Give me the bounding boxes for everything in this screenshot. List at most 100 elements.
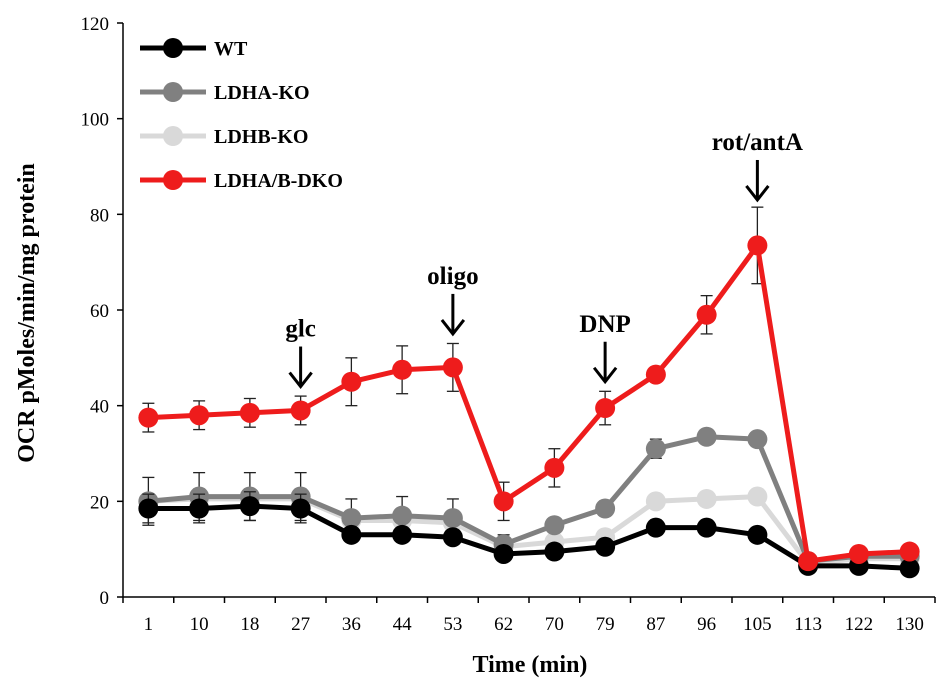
data-point — [848, 543, 869, 564]
data-point — [341, 524, 362, 545]
legend-item: LDHA/B-DKO — [140, 170, 343, 192]
annotation-label: rot/antA — [712, 129, 803, 156]
legend-label: LDHA-KO — [214, 82, 310, 104]
series-line — [148, 434, 910, 564]
data-point — [189, 498, 210, 519]
annotation-label: oligo — [427, 263, 478, 290]
legend-item: LDHA-KO — [140, 82, 310, 104]
data-point — [442, 527, 463, 548]
data-point — [392, 505, 413, 526]
data-point — [899, 558, 920, 579]
data-point — [189, 405, 210, 426]
data-point — [595, 536, 616, 557]
x-tick-label: 62 — [494, 614, 513, 635]
x-axis-title: Time (min) — [473, 652, 588, 678]
data-point — [493, 543, 514, 564]
data-point — [544, 541, 565, 562]
data-point — [290, 400, 311, 421]
data-point — [645, 517, 666, 538]
x-tick-label: 122 — [845, 614, 874, 635]
data-point — [747, 486, 768, 507]
x-tick-label: 18 — [240, 614, 259, 635]
data-point — [138, 498, 159, 519]
annotation-arrow-head — [288, 371, 313, 389]
legend: WT LDHA-KO LDHB-KO LDHA/B-DKO — [140, 38, 343, 192]
data-point — [595, 498, 616, 519]
legend-swatch-marker — [163, 126, 183, 146]
y-tick-label: 100 — [81, 110, 110, 131]
data-point — [747, 235, 768, 256]
legend-item: LDHB-KO — [140, 126, 308, 148]
x-tick-label: 10 — [190, 614, 209, 635]
data-point — [696, 517, 717, 538]
series-ldha-b-dko — [138, 206, 920, 572]
legend-swatch-marker — [163, 82, 183, 102]
data-point — [899, 541, 920, 562]
annotation-arrow-head — [440, 318, 466, 337]
data-point — [392, 524, 413, 545]
data-point — [747, 524, 768, 545]
legend-label: WT — [214, 38, 248, 60]
data-point — [747, 429, 768, 450]
x-tick-label: 36 — [342, 614, 361, 635]
y-tick-label: 60 — [90, 301, 109, 322]
y-tick-label: 80 — [90, 205, 109, 226]
series-line — [148, 503, 910, 571]
annotation-rot-anta: rot/antA — [712, 129, 803, 203]
series-group — [138, 206, 920, 579]
annotation-arrow-head — [592, 366, 618, 385]
x-tick-label: 79 — [596, 614, 615, 635]
annotation-dnp: DNP — [579, 311, 631, 385]
data-point — [392, 359, 413, 380]
data-point — [341, 508, 362, 529]
axes: 0 20 40 60 80 100 120 1 10 18 27 36 44 53 62 70 79 87 96 10… — [81, 14, 936, 635]
data-point — [645, 491, 666, 512]
annotation-oligo: oligo — [427, 263, 479, 337]
series-line — [148, 242, 910, 564]
y-tick-label: 20 — [90, 492, 109, 513]
data-point — [645, 438, 666, 459]
data-point — [595, 398, 616, 419]
legend-swatch-marker — [163, 170, 183, 190]
x-tick-label: 105 — [743, 614, 772, 635]
annotation-glc: glc — [285, 316, 316, 389]
x-tick-label: 96 — [697, 614, 716, 635]
x-tick-label: 27 — [291, 614, 310, 635]
annotation-label: glc — [285, 316, 316, 343]
data-point — [544, 457, 565, 478]
data-point — [138, 407, 159, 428]
x-tick-label: 130 — [895, 614, 924, 635]
data-point — [645, 364, 666, 385]
y-axis-title: OCR pMoles/min/mg protein — [14, 163, 40, 463]
annotations: glc oligo DNP rot/antA — [285, 129, 803, 389]
data-point — [798, 551, 819, 572]
legend-label: LDHA/B-DKO — [214, 170, 343, 192]
y-tick-label: 40 — [90, 397, 109, 418]
data-point — [442, 508, 463, 529]
data-point — [239, 402, 260, 423]
data-point — [696, 488, 717, 509]
data-point — [239, 496, 260, 517]
annotation-label: DNP — [579, 311, 630, 338]
annotation-arrow-head — [745, 185, 770, 203]
x-tick-label: 113 — [794, 614, 822, 635]
legend-label: LDHB-KO — [214, 126, 308, 148]
data-point — [442, 357, 463, 378]
data-point — [696, 304, 717, 325]
x-tick-label: 87 — [646, 614, 665, 635]
y-tick-label: 120 — [81, 14, 110, 35]
data-point — [696, 426, 717, 447]
y-tick-label: 0 — [100, 588, 110, 609]
data-point — [544, 515, 565, 536]
legend-item: WT — [140, 38, 248, 60]
legend-swatch-marker — [163, 38, 183, 58]
x-tick-label: 53 — [443, 614, 462, 635]
data-point — [341, 371, 362, 392]
x-tick-label: 70 — [545, 614, 564, 635]
data-point — [493, 491, 514, 512]
data-point — [290, 498, 311, 519]
x-tick-label: 1 — [144, 614, 154, 635]
x-tick-label: 44 — [393, 614, 413, 635]
